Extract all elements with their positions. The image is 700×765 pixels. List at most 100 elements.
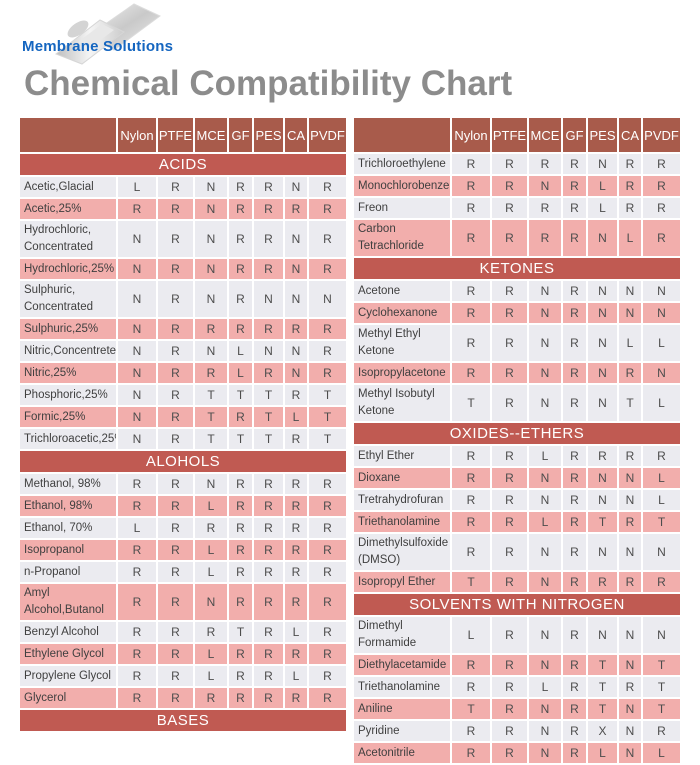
compatibility-cell: R [529,198,561,218]
section-header-alohols: ALOHOLS [20,451,346,472]
compatibility-cell: R [452,220,490,256]
compatibility-cell: R [229,518,252,538]
compatibility-cell: R [254,319,283,339]
compatibility-cell: R [309,221,346,257]
compatibility-cell: R [309,199,346,219]
compatibility-cell: N [588,617,617,653]
table-row: Diethylacetamide R R N R T N T [354,655,680,675]
compatibility-cell: R [492,198,527,218]
compatibility-cell: R [285,319,307,339]
section-header-bases: BASES [20,710,346,731]
table-row: Ethanol, 70% L R R R R R R [20,518,346,538]
chemical-name: Aniline [354,699,450,719]
compatibility-cell: R [229,644,252,664]
table-row: Amyl Alcohol,Butanol R R N R R R R [20,584,346,620]
compatibility-cell: R [619,677,641,697]
compatibility-cell: N [285,221,307,257]
right-compatibility-table: Nylon PTFE MCE GF PES CA PVDF Trichloroethylene… [352,116,682,765]
compatibility-cell: R [285,199,307,219]
compatibility-cell: T [588,655,617,675]
compatibility-cell: R [309,622,346,642]
compatibility-cell: R [158,319,193,339]
compatibility-cell: N [529,281,561,301]
compatibility-cell: L [118,518,156,538]
compatibility-cell: N [254,281,283,317]
compatibility-cell: R [563,385,586,421]
compatibility-cell: L [195,666,227,686]
compatibility-cell: N [195,221,227,257]
compatibility-cell: R [254,622,283,642]
table-row: Cyclohexanone R R N R N N N [354,303,680,323]
compatibility-cell: R [254,496,283,516]
compatibility-cell: R [529,154,561,174]
compatibility-cell: T [254,385,283,405]
compatibility-cell: N [588,468,617,488]
table-row: Isopropylacetone R R N R N R N [354,363,680,383]
compatibility-cell: R [563,572,586,592]
table-row: Ethylene Glycol R R L R R R R [20,644,346,664]
compatibility-cell: R [563,325,586,361]
compatibility-cell: R [118,199,156,219]
compatibility-cell: L [643,490,680,510]
compatibility-cell: R [158,407,193,427]
membrane-filter-icon [54,3,161,65]
compatibility-cell: R [158,644,193,664]
table-row: Sulphuric,25% N R R R R R R [20,319,346,339]
table-row: Freon R R R R L R R [354,198,680,218]
chemical-name: Formic,25% [20,407,116,427]
compatibility-cell: N [643,303,680,323]
chemical-name: Monochlorobenzene [354,176,450,196]
compatibility-cell: R [492,303,527,323]
chemical-name: Trichloroethylene [354,154,450,174]
compatibility-cell: R [254,177,283,197]
compatibility-cell: R [118,540,156,560]
compatibility-cell: R [452,468,490,488]
compatibility-cell: R [158,562,193,582]
compatibility-cell: R [158,221,193,257]
compatibility-cell: L [118,177,156,197]
column-header-mce: MCE [195,118,227,152]
compatibility-cell: R [452,198,490,218]
compatibility-cell: R [158,518,193,538]
compatibility-cell: N [619,617,641,653]
table-row: Nitric,25% N R R L R N R [20,363,346,383]
compatibility-cell: R [563,363,586,383]
column-header-ca: CA [285,118,307,152]
compatibility-cell: R [158,474,193,494]
chemical-name: Propylene Glycol [20,666,116,686]
compatibility-cell: L [643,325,680,361]
compatibility-cell: R [158,199,193,219]
chemical-name: Amyl Alcohol,Butanol [20,584,116,620]
compatibility-cell: R [492,743,527,763]
compatibility-cell: N [619,490,641,510]
compatibility-cell: R [452,677,490,697]
compatibility-cell: R [492,617,527,653]
compatibility-cell: R [229,281,252,317]
compatibility-cell: R [118,688,156,708]
compatibility-cell: L [452,617,490,653]
compatibility-cell: R [309,474,346,494]
column-header-ca: CA [619,118,641,152]
compatibility-cell: R [195,363,227,383]
compatibility-cell: L [643,743,680,763]
table-row: Dimethyl Formamide L R N R N N N [354,617,680,653]
compatibility-cell: R [229,199,252,219]
table-row: Nitric,Concentreted N R N L N N R [20,341,346,361]
compatibility-cell: N [529,468,561,488]
compatibility-cell: R [309,540,346,560]
compatibility-cell: N [588,385,617,421]
section-header-oxides-ethers: OXIDES--ETHERS [354,423,680,444]
compatibility-cell: T [309,429,346,449]
compatibility-cell: R [492,677,527,697]
compatibility-cell: R [309,644,346,664]
compatibility-cell: X [588,721,617,741]
compatibility-cell: L [229,341,252,361]
left-compatibility-table: Nylon PTFE MCE GF PES CA PVDF ACIDS Acetic,Glaci… [18,116,348,733]
compatibility-cell: R [563,303,586,323]
compatibility-cell: T [588,699,617,719]
column-header-row: Nylon PTFE MCE GF PES CA PVDF [20,118,346,152]
compatibility-cell: N [619,699,641,719]
compatibility-cell: R [254,688,283,708]
chemical-name: Sulphuric, Concentrated [20,281,116,317]
compatibility-cell: T [452,572,490,592]
